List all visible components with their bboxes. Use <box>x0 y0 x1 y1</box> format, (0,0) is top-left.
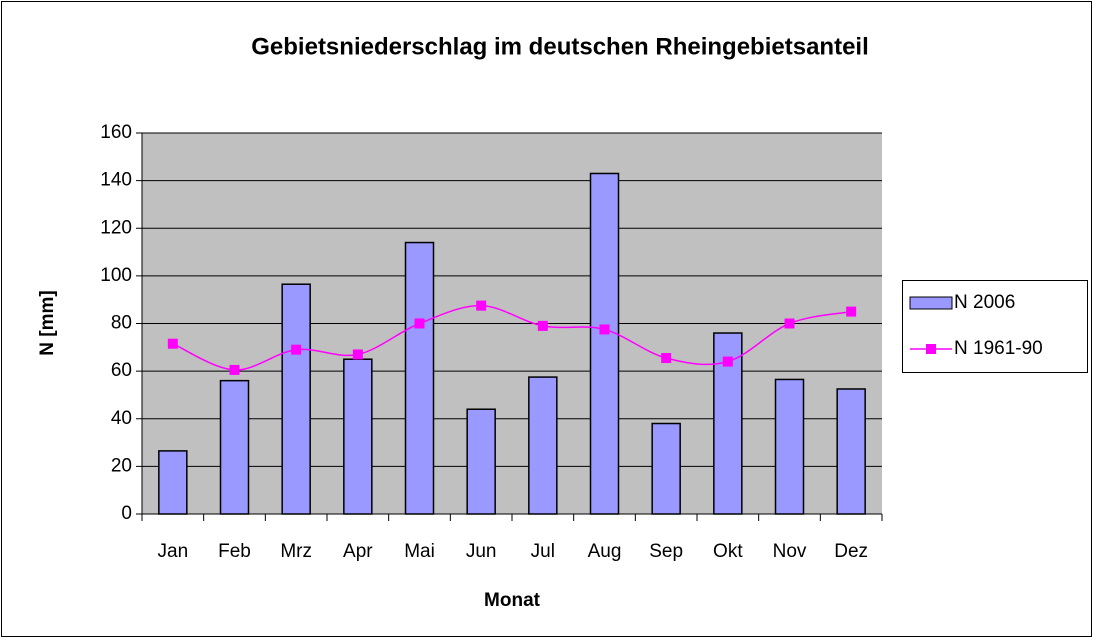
bar <box>343 358 373 515</box>
bar <box>836 388 866 515</box>
x-tick-label: Dez <box>834 541 868 562</box>
bar <box>651 422 681 515</box>
legend-label: N 1961-90 <box>954 338 1043 359</box>
chart-title: Gebietsniederschlag im deutschen Rheinge… <box>251 33 869 60</box>
y-tick-label: 40 <box>111 408 132 429</box>
bar <box>219 379 250 515</box>
x-tick-label: Jul <box>531 541 555 562</box>
y-axis-label: N [mm] <box>37 290 58 355</box>
marker <box>537 320 548 331</box>
marker <box>784 318 795 329</box>
y-tick-label: 100 <box>100 265 132 286</box>
legend-label: N 2006 <box>954 292 1015 313</box>
marker <box>291 344 302 355</box>
x-tick-label: Apr <box>343 541 373 562</box>
bar <box>281 283 311 515</box>
marker <box>476 300 487 311</box>
x-tick-label: Aug <box>588 541 622 562</box>
bar <box>404 241 435 515</box>
y-tick-label: 140 <box>100 170 132 191</box>
bar <box>528 376 558 515</box>
marker <box>229 364 240 375</box>
x-tick-label: Okt <box>713 541 743 562</box>
bar <box>589 172 620 515</box>
y-tick-label: 160 <box>100 122 132 143</box>
x-axis-label: Monat <box>484 590 541 611</box>
y-tick-label: 120 <box>100 217 132 238</box>
y-tick-label: 20 <box>111 455 132 476</box>
y-tick-label: 80 <box>111 313 132 334</box>
x-tick-label: Nov <box>773 541 807 562</box>
marker <box>414 318 425 329</box>
marker <box>846 306 857 317</box>
bar <box>466 408 496 515</box>
bar <box>774 378 805 515</box>
marker <box>352 349 363 360</box>
x-tick-label: Sep <box>649 541 683 562</box>
legend <box>902 280 1088 373</box>
x-tick-label: Mrz <box>280 541 312 562</box>
legend-swatch <box>926 344 936 354</box>
legend-swatch <box>909 296 953 310</box>
y-tick-label: 60 <box>111 360 132 381</box>
bar <box>158 450 188 515</box>
y-tick-label: 0 <box>121 503 132 524</box>
marker <box>599 324 610 335</box>
marker <box>167 338 178 349</box>
marker <box>722 356 733 367</box>
x-tick-label: Feb <box>218 541 251 562</box>
x-tick-label: Jan <box>158 541 189 562</box>
x-tick-label: Jun <box>466 541 497 562</box>
marker <box>661 353 672 364</box>
x-tick-label: Mai <box>404 541 435 562</box>
